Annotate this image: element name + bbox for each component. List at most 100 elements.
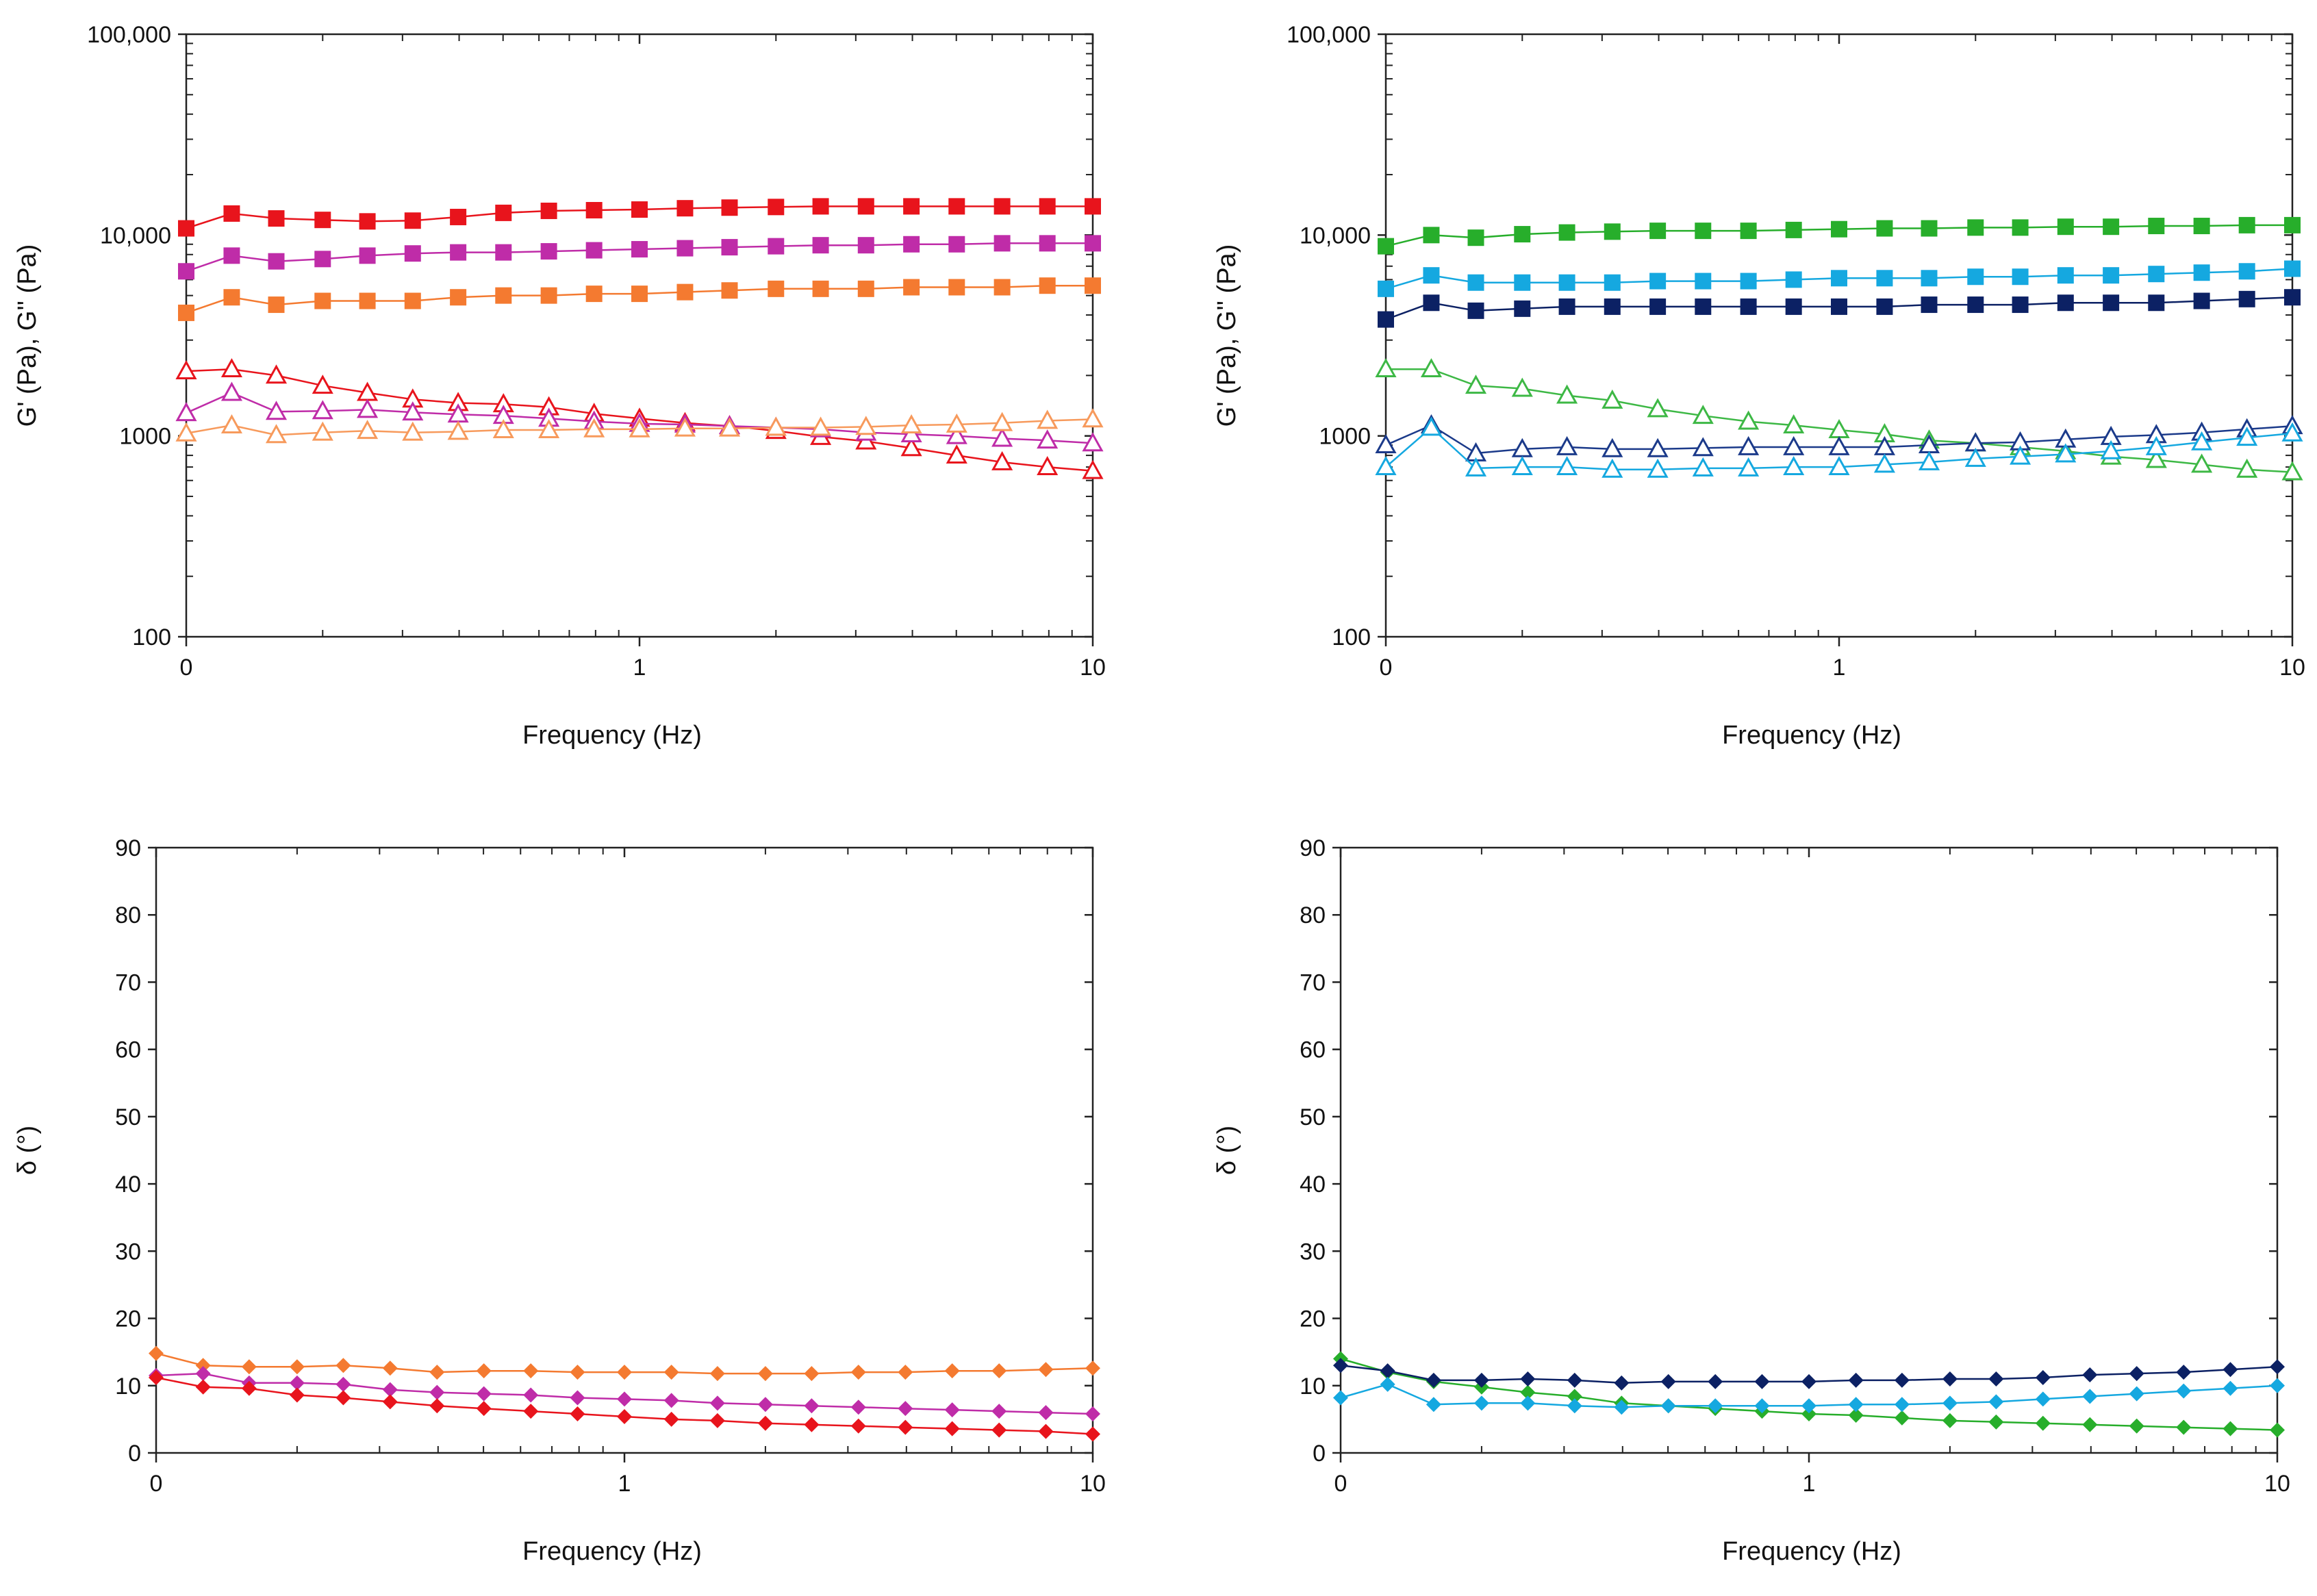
data-point bbox=[1601, 458, 1623, 478]
data-point bbox=[1783, 414, 1805, 433]
data-point bbox=[450, 289, 467, 306]
data-point bbox=[1942, 1371, 1958, 1386]
chart-bottom-right: 0 1 10 0 10 20 30 40 50 60 70 80 90 Frequency (Hz) δ (… bbox=[1213, 835, 2290, 1566]
data-point bbox=[946, 425, 967, 444]
y-tick-label: 10 bbox=[115, 1373, 141, 1399]
data-point bbox=[1514, 300, 1531, 317]
data-point bbox=[1831, 298, 1847, 315]
series--red bbox=[149, 1369, 1100, 1442]
data-point bbox=[663, 1393, 679, 1408]
data-point bbox=[359, 213, 376, 230]
plot-frame bbox=[185, 33, 1094, 638]
data-point bbox=[382, 1382, 398, 1397]
data-point bbox=[2035, 1415, 2051, 1431]
data-point bbox=[1692, 405, 1714, 425]
data-point bbox=[2270, 1359, 2285, 1375]
y-tick-label: 50 bbox=[115, 1104, 141, 1130]
data-point bbox=[1738, 435, 1760, 455]
data-point bbox=[1467, 274, 1484, 291]
x-tick-label: 10 bbox=[1080, 655, 1106, 681]
data-point bbox=[447, 420, 469, 440]
data-point bbox=[948, 236, 965, 253]
data-point bbox=[1783, 435, 1805, 455]
data-point bbox=[357, 420, 379, 440]
data-point bbox=[495, 204, 512, 221]
data-point bbox=[476, 1363, 492, 1379]
data-point bbox=[2129, 1418, 2144, 1434]
data-point bbox=[900, 437, 922, 457]
plot-frame bbox=[1384, 33, 2294, 638]
data-point bbox=[1828, 456, 1850, 476]
data-point bbox=[540, 287, 557, 304]
data-point bbox=[857, 237, 874, 254]
data-point bbox=[768, 238, 785, 255]
series--orange bbox=[149, 1345, 1100, 1382]
data-point bbox=[948, 279, 965, 296]
data-point bbox=[495, 287, 512, 304]
data-point bbox=[1876, 298, 1893, 315]
data-point bbox=[631, 241, 648, 258]
data-point bbox=[903, 279, 920, 296]
y-tick-label: 1000 bbox=[119, 424, 171, 450]
data-point bbox=[1380, 1376, 1395, 1392]
series-g-cyan bbox=[1375, 416, 2303, 478]
data-point bbox=[538, 418, 560, 438]
data-point bbox=[1848, 1397, 1864, 1413]
data-point bbox=[1876, 220, 1893, 237]
data-point bbox=[1037, 456, 1059, 476]
data-point bbox=[1426, 1397, 1441, 1413]
data-point bbox=[1423, 267, 1440, 284]
data-point bbox=[617, 1408, 632, 1424]
data-point bbox=[2082, 1417, 2098, 1432]
data-point bbox=[1848, 1372, 1864, 1388]
data-point bbox=[1085, 1406, 1100, 1422]
data-point bbox=[812, 198, 829, 215]
data-point bbox=[1660, 1398, 1676, 1414]
data-point bbox=[718, 417, 741, 437]
data-point bbox=[1085, 1426, 1100, 1442]
data-point bbox=[359, 247, 376, 264]
data-point bbox=[1333, 1390, 1348, 1406]
data-point bbox=[1511, 456, 1533, 476]
data-point bbox=[709, 1395, 725, 1411]
data-point bbox=[2035, 1369, 2051, 1385]
data-point bbox=[404, 212, 421, 229]
x-tick-label: 10 bbox=[2279, 655, 2305, 681]
y-tick-label: 30 bbox=[115, 1239, 141, 1265]
data-point bbox=[1647, 438, 1669, 457]
data-point bbox=[1740, 223, 1757, 240]
data-point bbox=[1465, 457, 1487, 477]
data-point bbox=[804, 1398, 820, 1414]
data-point bbox=[241, 1380, 257, 1396]
data-point bbox=[1423, 294, 1440, 312]
data-point bbox=[2148, 218, 2165, 235]
data-point bbox=[857, 198, 874, 215]
x-axis-title: Frequency (Hz) bbox=[1722, 1537, 1901, 1566]
data-point bbox=[757, 1397, 773, 1413]
data-point bbox=[1378, 238, 1394, 255]
data-point bbox=[850, 1418, 866, 1434]
data-point bbox=[1375, 456, 1397, 476]
y-tick-label: 30 bbox=[1300, 1239, 1326, 1265]
y-tick-label: 90 bbox=[115, 835, 141, 861]
data-point bbox=[268, 253, 285, 270]
data-point bbox=[903, 236, 920, 253]
data-point bbox=[1894, 1372, 1910, 1388]
data-point bbox=[948, 198, 965, 215]
y-tick-label: 10 bbox=[1300, 1373, 1326, 1399]
data-point bbox=[241, 1359, 257, 1375]
data-point bbox=[721, 282, 738, 299]
series-g-green bbox=[1378, 216, 2301, 255]
data-point bbox=[265, 401, 288, 420]
data-point bbox=[429, 1365, 445, 1380]
data-point bbox=[1556, 456, 1578, 476]
data-point bbox=[617, 1391, 632, 1407]
data-point bbox=[195, 1379, 211, 1395]
data-point bbox=[585, 242, 603, 259]
y-tick-label: 50 bbox=[1300, 1104, 1326, 1130]
data-point bbox=[1037, 429, 1059, 449]
data-point bbox=[476, 1401, 492, 1417]
data-point bbox=[855, 416, 877, 435]
data-point bbox=[1783, 456, 1805, 476]
